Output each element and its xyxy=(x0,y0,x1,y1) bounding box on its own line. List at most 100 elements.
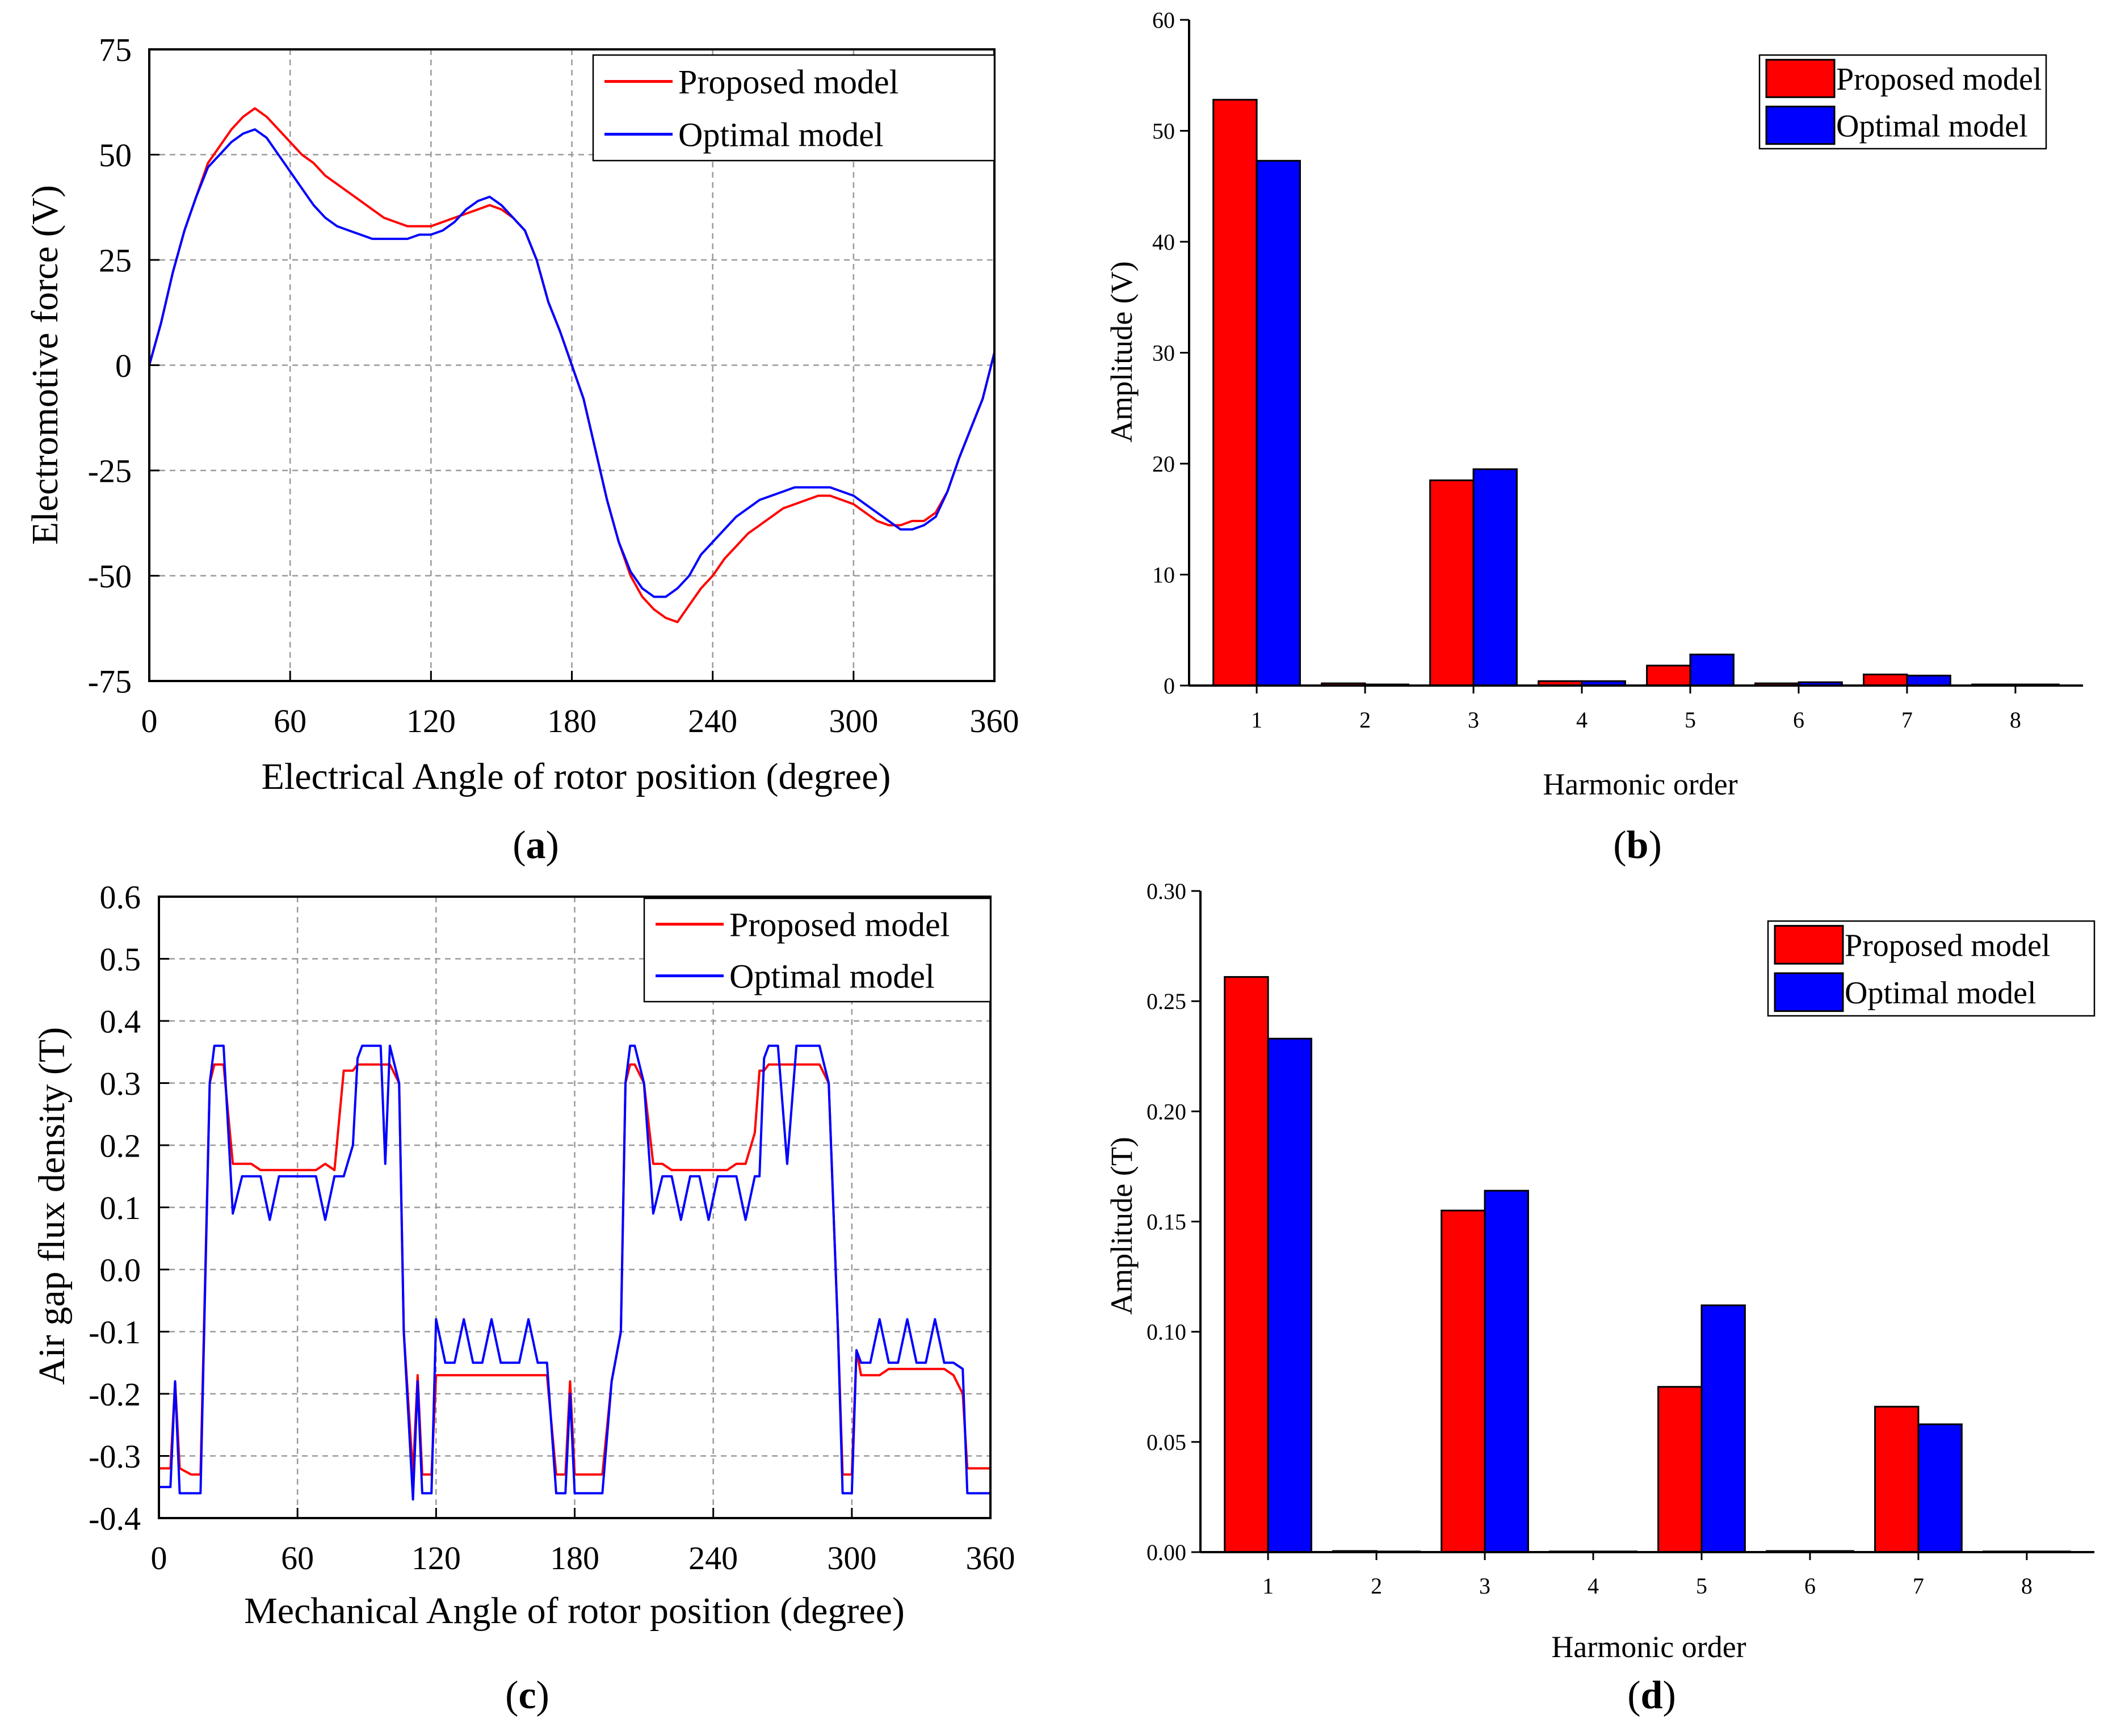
x-tick-label: 60 xyxy=(281,1540,314,1577)
legend: Proposed model Optimal model xyxy=(592,54,996,162)
legend-box xyxy=(592,54,996,162)
y-axis-label: Amplitude (V) xyxy=(1105,261,1139,442)
bar-optimal-h5 xyxy=(1689,653,1735,687)
legend-label-optimal: Optimal model xyxy=(1836,108,2028,144)
y-tick-label: 0.20 xyxy=(1147,1099,1186,1124)
x-tick-label: 7 xyxy=(1901,707,1913,733)
y-tick-label: 0.2 xyxy=(100,1127,141,1164)
legend-label-proposed: Proposed model xyxy=(1836,62,2042,97)
legend-label-optimal: Optimal model xyxy=(1845,976,2036,1011)
legend-swatch-proposed xyxy=(1774,924,1844,965)
x-tick-label: 3 xyxy=(1468,707,1479,733)
y-tick-label: 0.6 xyxy=(100,878,141,915)
x-tick-label: 5 xyxy=(1685,707,1696,733)
y-tick-label: 10 xyxy=(1152,562,1175,588)
series-line-proposed xyxy=(159,1063,990,1476)
y-tick-label: 50 xyxy=(99,137,132,174)
bar-optimal-h1 xyxy=(1255,159,1301,687)
legend-swatch-optimal xyxy=(1765,106,1836,145)
y-tick-label: 20 xyxy=(1152,451,1175,477)
x-tick-label: 4 xyxy=(1588,1573,1599,1599)
y-tick-label: 0 xyxy=(1164,673,1175,699)
legend-label-proposed: Proposed model xyxy=(729,906,950,944)
x-tick-label: 0 xyxy=(151,1540,167,1577)
bar-optimal-h5 xyxy=(1700,1304,1746,1553)
y-tick-label: -0.3 xyxy=(89,1438,141,1475)
y-tick-label: -0.2 xyxy=(89,1376,141,1413)
x-tick-label: 180 xyxy=(550,1540,599,1577)
y-tick-label: 50 xyxy=(1152,119,1175,144)
y-tick-label: 75 xyxy=(99,31,132,68)
y-tick-label: 25 xyxy=(99,242,132,279)
bar-proposed-h7 xyxy=(1863,673,1908,687)
bar-proposed-h3 xyxy=(1441,1209,1486,1553)
x-tick-label: 300 xyxy=(827,1540,876,1577)
x-tick-label: 8 xyxy=(2010,707,2021,733)
legend-label-proposed: Proposed model xyxy=(1845,928,2050,963)
x-tick-label: 0 xyxy=(141,703,158,739)
x-tick-label: 360 xyxy=(966,1540,1015,1577)
bar-proposed-h1 xyxy=(1224,976,1269,1553)
legend: Proposed model Optimal model xyxy=(1758,54,2047,150)
y-tick-label: 40 xyxy=(1152,229,1175,255)
x-tick-label: 240 xyxy=(688,1540,738,1577)
x-tick-label: 8 xyxy=(2021,1573,2033,1599)
bar-optimal-h1 xyxy=(1267,1037,1312,1553)
legend-swatch-proposed xyxy=(1765,58,1836,98)
panel-caption: (a) xyxy=(513,823,559,867)
y-tick-label: 0.0 xyxy=(100,1251,141,1288)
x-tick-label: 1 xyxy=(1251,707,1262,733)
y-tick-label: -25 xyxy=(88,452,132,489)
x-tick-label: 360 xyxy=(970,703,1019,739)
legend-label-optimal: Optimal model xyxy=(678,116,884,154)
panel-caption: (d) xyxy=(1627,1674,1676,1717)
bar-proposed-h5 xyxy=(1646,665,1691,687)
y-tick-label: 0.1 xyxy=(100,1189,141,1226)
x-tick-label: 180 xyxy=(547,703,597,739)
panel-a: 0 60 120 180 240 300 360 -75 -50 -25 0 25 50 75 Propos… xyxy=(24,31,1019,867)
y-tick-label: -75 xyxy=(88,663,132,700)
x-axis-label: Electrical Angle of rotor position (degr… xyxy=(262,756,891,797)
bar-proposed-h7 xyxy=(1874,1406,1920,1553)
x-tick-label: 7 xyxy=(1913,1573,1924,1599)
panel-d: 1 2 3 4 5 6 7 8 0.00 0.05 0.10 0.15 0.20 0.25 0.30 Prop… xyxy=(1105,878,2096,1717)
x-tick-label: 240 xyxy=(688,703,737,739)
x-tick-label: 120 xyxy=(411,1540,461,1577)
y-tick-label: 0.00 xyxy=(1147,1540,1186,1565)
y-tick-label: 0.3 xyxy=(100,1065,141,1102)
series-line-optimal xyxy=(148,128,996,598)
y-axis-label: Electromotive force (V) xyxy=(24,185,66,545)
y-axis-label: Amplitude (T) xyxy=(1105,1137,1139,1314)
x-tick-label: 300 xyxy=(829,703,878,739)
panel-c: 0 60 120 180 240 300 360 -0.4 -0.3 -0.2 -0.1 0.0 0.1… xyxy=(31,878,1015,1717)
x-axis-label: Harmonic order xyxy=(1543,767,1737,801)
x-tick-label: 6 xyxy=(1804,1573,1816,1599)
x-tick-label: 1 xyxy=(1262,1573,1274,1599)
y-tick-label: -0.1 xyxy=(89,1314,141,1351)
x-tick-label: 5 xyxy=(1696,1573,1707,1599)
y-tick-label: 0.10 xyxy=(1147,1319,1186,1345)
bar-optimal-h7 xyxy=(1906,674,1951,687)
x-tick-label: 2 xyxy=(1371,1573,1382,1599)
legend-label-optimal: Optimal model xyxy=(729,958,935,995)
y-tick-label: 0.25 xyxy=(1147,989,1186,1014)
x-axis-label: Harmonic order xyxy=(1551,1630,1746,1664)
legend: Proposed model Optimal model xyxy=(1767,920,2096,1017)
x-tick-label: 6 xyxy=(1793,707,1804,733)
y-tick-label: 0.5 xyxy=(100,941,141,978)
panel-caption: (c) xyxy=(505,1674,549,1717)
x-tick-label: 2 xyxy=(1359,707,1371,733)
y-tick-label: 0.15 xyxy=(1147,1209,1186,1235)
bar-optimal-h3 xyxy=(1472,468,1518,687)
y-tick-label: 0.4 xyxy=(100,1003,141,1040)
y-tick-label: 60 xyxy=(1152,7,1175,33)
x-axis-label: Mechanical Angle of rotor position (degr… xyxy=(244,1590,905,1632)
legend-label-proposed: Proposed model xyxy=(678,64,898,101)
series-line-optimal xyxy=(159,1044,990,1501)
y-tick-label: 0 xyxy=(115,347,132,384)
legend-swatch-optimal xyxy=(1774,972,1844,1012)
x-tick-label: 3 xyxy=(1479,1573,1490,1599)
y-tick-label: -0.4 xyxy=(89,1500,141,1537)
panel-caption: (b) xyxy=(1613,823,1662,867)
legend: Proposed model Optimal model xyxy=(643,897,992,1003)
